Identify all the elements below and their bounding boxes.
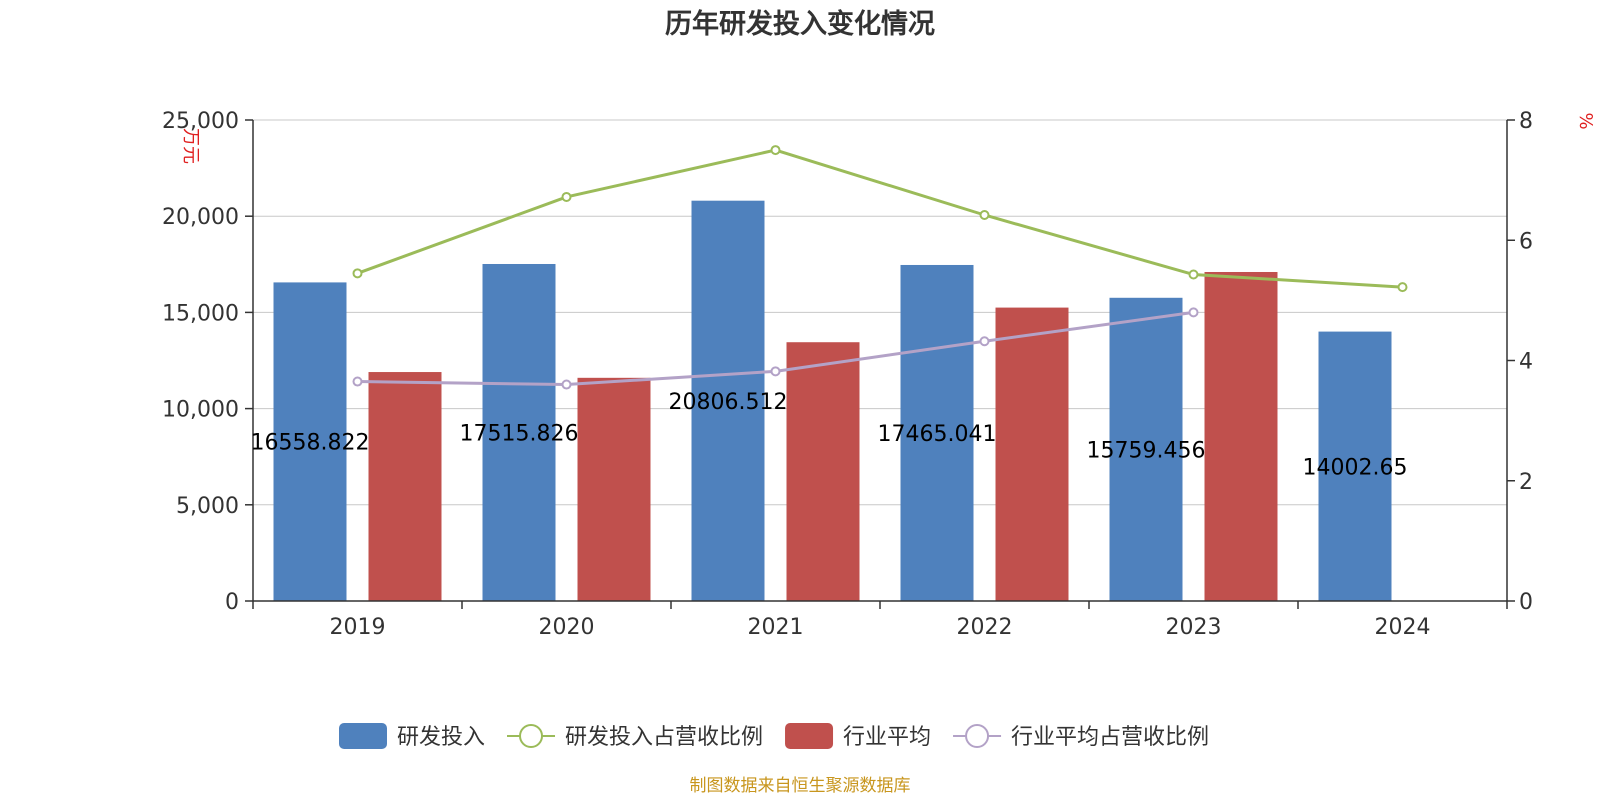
x-tick-label: 2021	[748, 615, 804, 640]
legend-swatch	[785, 723, 834, 749]
legend-label: 行业平均	[843, 725, 931, 750]
legend-marker	[519, 724, 544, 748]
data-label: 15759.456	[1087, 438, 1206, 463]
bar	[786, 342, 860, 601]
left-axis-unit: 万元	[180, 128, 201, 164]
legend-label: 行业平均占营收比例	[1011, 725, 1209, 750]
data-label: 14002.65	[1303, 455, 1408, 480]
bars	[273, 200, 1392, 601]
line-point	[770, 366, 781, 377]
x-tick-label: 2023	[1166, 615, 1222, 640]
y-left-tick-label: 25,000	[162, 109, 239, 134]
bar	[577, 377, 651, 601]
legend-label: 研发投入占营收比例	[565, 725, 763, 750]
data-labels: 16558.822 17515.826 20806.512 17465.041 1575…	[251, 390, 1408, 480]
lines	[352, 145, 1408, 390]
line-point	[1188, 269, 1199, 280]
line-point	[1188, 307, 1199, 318]
data-label: 16558.822	[251, 431, 370, 456]
bar	[691, 200, 765, 601]
source-note: 制图数据来自恒生聚源数据库	[690, 776, 911, 796]
gridlines	[253, 119, 1507, 506]
legend-label: 研发投入	[397, 725, 485, 750]
x-tick-label: 2022	[957, 615, 1013, 640]
y-right-tick-label: 8	[1519, 109, 1533, 134]
bar	[368, 372, 442, 601]
axes: 0 5,000 10,000 15,000 20,000 25,000 0 2 4 6 8 2019 2…	[162, 109, 1533, 640]
line-point	[770, 145, 781, 156]
y-right-tick-label: 4	[1519, 350, 1533, 375]
bar	[1318, 331, 1392, 601]
y-left-tick-label: 10,000	[162, 398, 239, 423]
line-point	[352, 376, 363, 387]
series-line	[356, 148, 1403, 289]
bar	[482, 263, 556, 601]
line-point	[561, 379, 572, 390]
legend-marker	[965, 724, 990, 748]
line-point	[561, 191, 572, 202]
y-right-tick-label: 6	[1519, 229, 1533, 254]
line-point	[1397, 282, 1408, 293]
bar	[1204, 271, 1278, 601]
line-point	[979, 336, 990, 347]
y-left-tick-label: 5,000	[176, 494, 239, 519]
x-tick-label: 2020	[539, 615, 595, 640]
chart-title: 历年研发投入变化情况	[665, 8, 935, 40]
data-label: 20806.512	[669, 390, 788, 415]
x-tick-label: 2019	[330, 615, 386, 640]
legend: 研发投入 研发投入占营收比例 行业平均 行业平均占营收比例	[339, 723, 1209, 750]
line-point	[979, 209, 990, 220]
y-left-tick-label: 20,000	[162, 205, 239, 230]
bar	[900, 264, 974, 601]
bar	[273, 282, 347, 601]
y-left-tick-label: 15,000	[162, 301, 239, 326]
right-axis-unit: %	[1575, 112, 1596, 129]
bar	[995, 307, 1069, 601]
x-tick-label: 2024	[1375, 615, 1431, 640]
legend-swatch	[339, 723, 387, 749]
bar	[1109, 297, 1183, 601]
y-right-tick-label: 2	[1519, 470, 1533, 495]
data-label: 17465.041	[878, 422, 997, 447]
y-right-tick-label: 0	[1519, 590, 1533, 615]
data-label: 17515.826	[460, 421, 579, 446]
line-point	[352, 268, 363, 279]
y-left-tick-label: 0	[225, 590, 239, 615]
